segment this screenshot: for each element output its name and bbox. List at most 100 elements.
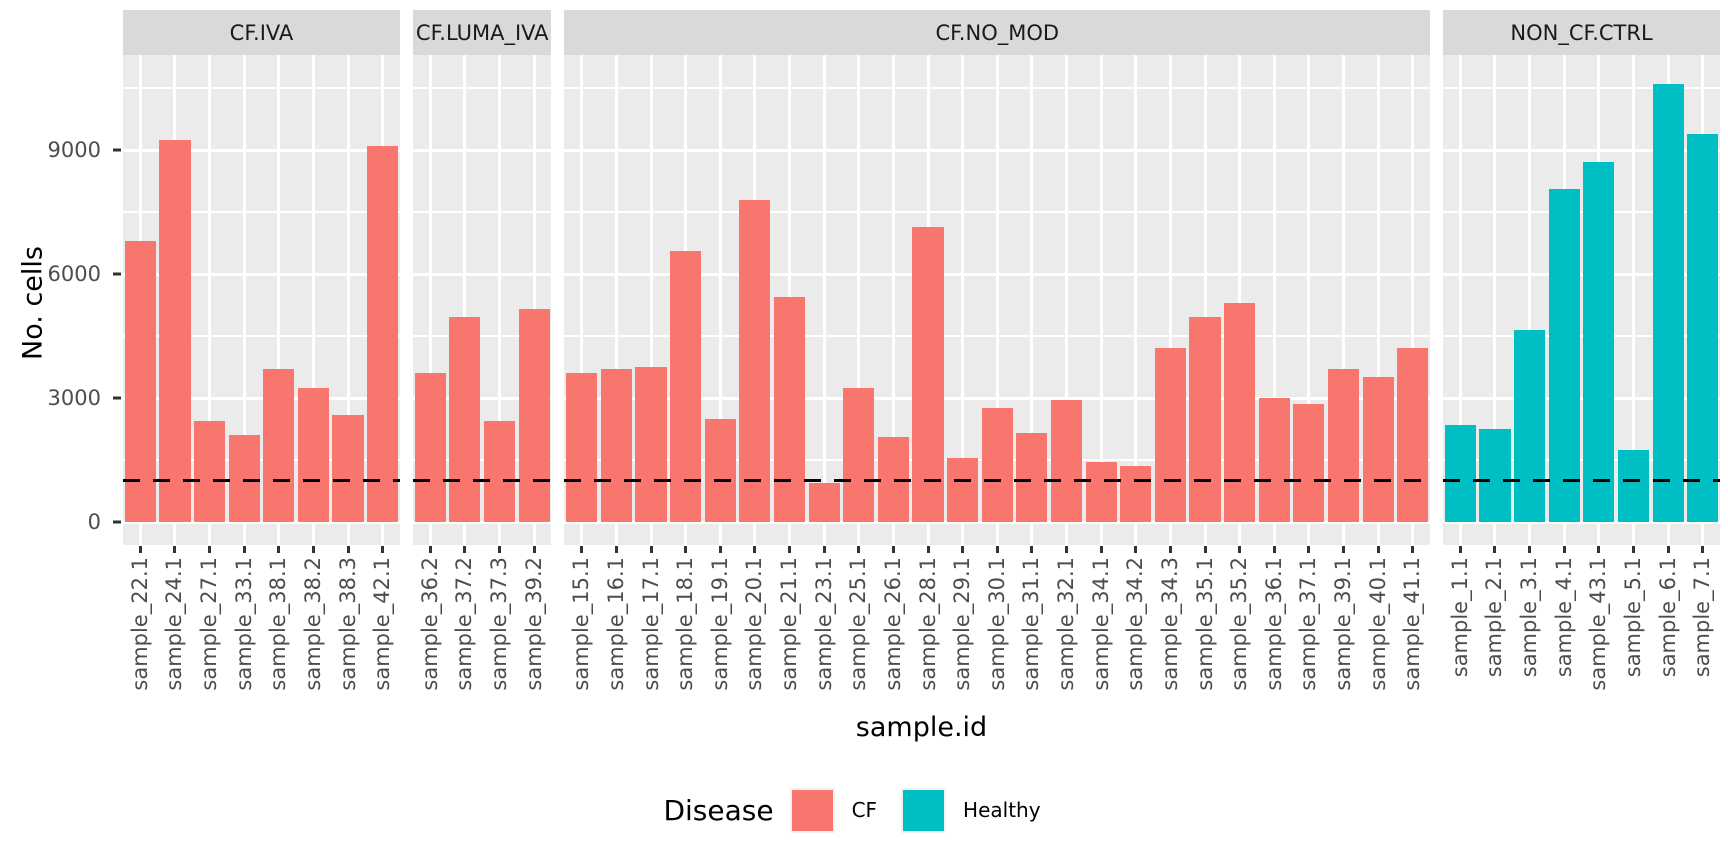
- bar-slot: [807, 55, 842, 545]
- y-tick-label: 0: [87, 510, 101, 534]
- gridline-vertical: [242, 55, 246, 545]
- bar-sample_38.3: [332, 414, 364, 522]
- bar-slot: [1257, 55, 1292, 545]
- bar-sample_1.1: [1444, 424, 1476, 522]
- facet-xlabels: sample_36.2 sample_37.2 sample_37.3 sample_…: [413, 557, 551, 709]
- x-tick-mark: [1030, 546, 1034, 553]
- x-tick-mark: [311, 546, 315, 553]
- gridline-vertical: [1411, 55, 1415, 545]
- gridline-vertical: [1528, 55, 1532, 545]
- y-tick-mark: [113, 520, 121, 524]
- gridline-minor: [1443, 211, 1721, 214]
- x-tick-label: sample_24.1: [162, 557, 187, 691]
- x-tick-mark: [753, 546, 757, 553]
- x-tick-label: sample_18.1: [673, 557, 698, 691]
- bar-slot: [517, 55, 552, 545]
- bar-slot: [1292, 55, 1327, 545]
- bar-slot: [1582, 55, 1617, 545]
- legend-label: Healthy: [963, 798, 1041, 822]
- x-tick-label: sample_1.1: [1447, 557, 1472, 678]
- x-tick-mark: [1597, 546, 1601, 553]
- x-tick-mark: [138, 546, 142, 553]
- bar-slot: [703, 55, 738, 545]
- x-tick-label: sample_27.1: [197, 557, 222, 691]
- facet-xticks: [413, 545, 551, 554]
- x-tick-mark: [1238, 546, 1242, 553]
- x-tick-mark: [1528, 546, 1532, 553]
- bar-sample_34.3: [1154, 348, 1186, 522]
- bar-slot: [564, 55, 599, 545]
- x-tick-mark: [1203, 546, 1207, 553]
- x-tick-mark: [1272, 546, 1276, 553]
- gridline-major: [412, 272, 552, 276]
- bar-sample_43.1: [1583, 162, 1615, 522]
- legend-swatch-CF: [791, 789, 833, 831]
- x-tick-label: sample_39.2: [521, 557, 546, 691]
- gridline-major: [123, 272, 400, 276]
- x-tick-mark: [891, 546, 895, 553]
- x-tick-label: sample_38.1: [266, 557, 291, 691]
- x-tick-label: sample_21.1: [777, 557, 802, 691]
- y-tick-mark: [113, 396, 121, 400]
- gridline-major: [412, 520, 552, 524]
- x-tick-label: sample_4.1: [1551, 557, 1576, 678]
- gridline-vertical: [1099, 55, 1103, 545]
- y-tick-mark: [113, 148, 121, 152]
- y-tick-label: 9000: [47, 138, 101, 163]
- x-tick-label: sample_16.1: [603, 557, 628, 691]
- facet-strip-NON_CF.CTRL: NON_CF.CTRL: [1443, 10, 1721, 55]
- y-axis-title: No. cells: [17, 246, 49, 360]
- bar-sample_4.1: [1548, 189, 1580, 522]
- x-tick-mark: [277, 546, 281, 553]
- x-tick-label: sample_15.1: [569, 557, 594, 691]
- bar-sample_33.1: [228, 435, 260, 522]
- gridline-vertical: [346, 55, 350, 545]
- facet-panel-CF.IVA: [123, 55, 400, 545]
- x-tick-mark: [428, 546, 432, 553]
- bar-slot: [738, 55, 773, 545]
- gridline-vertical: [1458, 55, 1462, 545]
- x-tick-mark: [1666, 546, 1670, 553]
- bar-sample_37.3: [483, 420, 516, 522]
- bar-slot: [911, 55, 946, 545]
- x-tick-label: sample_23.1: [811, 557, 836, 691]
- bar-slot: [1651, 55, 1686, 545]
- x-tick-label: sample_35.2: [1227, 557, 1252, 691]
- gridline-major: [123, 520, 400, 524]
- x-tick-mark: [926, 546, 930, 553]
- threshold-dashed-line: [123, 479, 400, 483]
- x-tick-label: sample_19.1: [707, 557, 732, 691]
- bar-slot: [227, 55, 262, 545]
- facet-panel-NON_CF.CTRL: [1443, 55, 1721, 545]
- y-tick-label: 3000: [47, 386, 101, 411]
- x-tick-mark: [173, 546, 177, 553]
- x-tick-label: sample_29.1: [950, 557, 975, 691]
- bar-slot: [945, 55, 980, 545]
- gridline-vertical: [718, 55, 722, 545]
- legend-swatch-Healthy: [903, 789, 945, 831]
- x-tick-label: sample_7.1: [1690, 557, 1715, 678]
- bar-slot: [262, 55, 297, 545]
- gridline-vertical: [1307, 55, 1311, 545]
- gridline-vertical: [208, 55, 212, 545]
- facet-xticks: [123, 545, 400, 554]
- x-tick-mark: [1168, 546, 1172, 553]
- legend-label: CF: [851, 798, 878, 822]
- x-axis-title: sample.id: [855, 712, 988, 743]
- x-tick-mark: [1134, 546, 1138, 553]
- legend: Disease CF Healthy: [0, 785, 1728, 835]
- facet-panel-CF.LUMA_IVA: [412, 55, 552, 545]
- gridline-vertical: [498, 55, 502, 545]
- bar-sample_39.1: [1327, 369, 1360, 522]
- x-tick-mark: [1099, 546, 1103, 553]
- x-tick-label: sample_34.1: [1088, 557, 1113, 691]
- legend-key: [901, 787, 947, 833]
- bar-slot: [1685, 55, 1720, 545]
- gridline-minor: [1443, 335, 1721, 338]
- bar-sample_34.2: [1120, 466, 1152, 522]
- gridline-major: [412, 148, 552, 152]
- bar-sample_37.1: [1293, 404, 1325, 522]
- gridline-major: [123, 148, 400, 152]
- facet-strip-label: NON_CF.CTRL: [1510, 20, 1653, 45]
- bar-sample_35.2: [1224, 302, 1256, 522]
